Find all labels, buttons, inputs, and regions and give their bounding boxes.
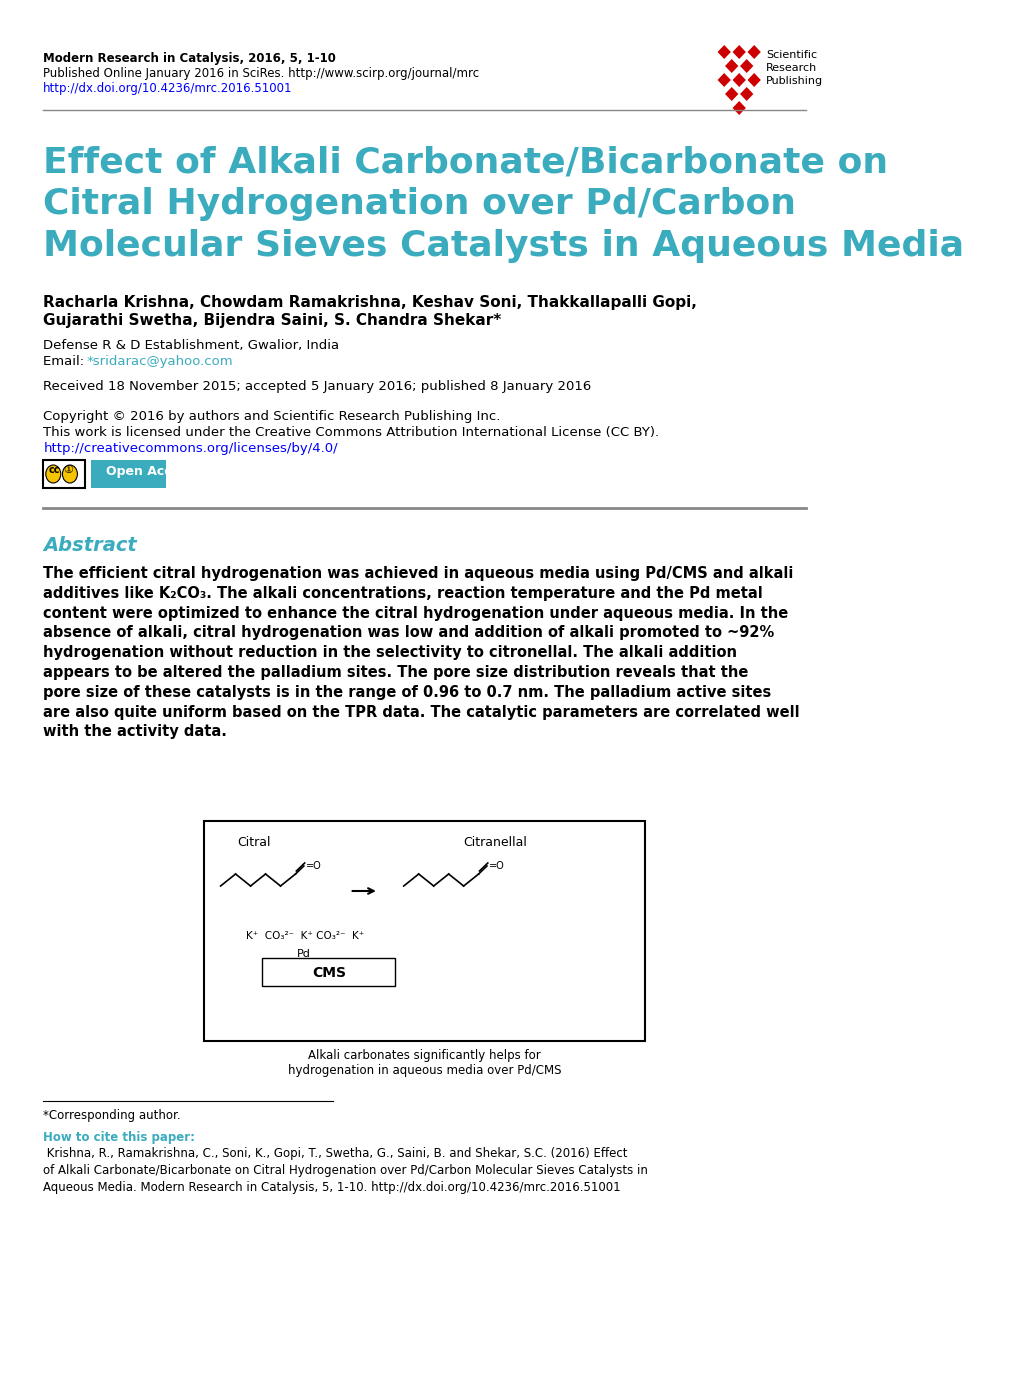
Text: Open Access: Open Access — [106, 465, 195, 477]
Text: Defense R & D Establishment, Gwalior, India: Defense R & D Establishment, Gwalior, In… — [43, 339, 339, 352]
Text: Molecular Sieves Catalysts in Aqueous Media: Molecular Sieves Catalysts in Aqueous Me… — [43, 228, 964, 263]
Text: =O: =O — [489, 861, 504, 871]
Polygon shape — [747, 46, 760, 60]
Text: Krishna, R., Ramakrishna, C., Soni, K., Gopi, T., Swetha, G., Saini, B. and Shek: Krishna, R., Ramakrishna, C., Soni, K., … — [43, 1147, 647, 1194]
Polygon shape — [725, 87, 738, 101]
Polygon shape — [740, 87, 753, 101]
Polygon shape — [716, 73, 731, 87]
Text: K⁺  CO₃²⁻  K⁺ CO₃²⁻  K⁺: K⁺ CO₃²⁻ K⁺ CO₃²⁻ K⁺ — [246, 931, 364, 941]
Text: Scientific: Scientific — [765, 50, 816, 60]
Polygon shape — [732, 73, 745, 87]
Text: http://dx.doi.org/10.4236/mrc.2016.51001: http://dx.doi.org/10.4236/mrc.2016.51001 — [43, 82, 292, 95]
Polygon shape — [716, 46, 731, 60]
Polygon shape — [725, 60, 738, 73]
Text: *Corresponding author.: *Corresponding author. — [43, 1109, 180, 1122]
Text: Citranellal: Citranellal — [463, 836, 527, 848]
Text: The efficient citral hydrogenation was achieved in aqueous media using Pd/CMS an: The efficient citral hydrogenation was a… — [43, 566, 799, 739]
Text: CMS: CMS — [312, 966, 345, 980]
Text: Citral: Citral — [236, 836, 270, 848]
Text: Research: Research — [765, 64, 816, 73]
Text: Publishing: Publishing — [765, 76, 822, 86]
Text: How to cite this paper:: How to cite this paper: — [43, 1131, 195, 1145]
FancyBboxPatch shape — [262, 958, 395, 985]
Polygon shape — [740, 60, 753, 73]
Text: Published Online January 2016 in SciRes. http://www.scirp.org/journal/mrc: Published Online January 2016 in SciRes.… — [43, 66, 479, 80]
Polygon shape — [732, 46, 745, 60]
Text: Racharla Krishna, Chowdam Ramakrishna, Keshav Soni, Thakkallapalli Gopi,: Racharla Krishna, Chowdam Ramakrishna, K… — [43, 295, 696, 310]
Text: Pd: Pd — [297, 949, 311, 959]
Text: Effect of Alkali Carbonate/Bicarbonate on: Effect of Alkali Carbonate/Bicarbonate o… — [43, 145, 888, 179]
Text: Abstract: Abstract — [43, 536, 137, 555]
Text: Modern Research in Catalysis, 2016, 5, 1-10: Modern Research in Catalysis, 2016, 5, 1… — [43, 53, 336, 65]
Text: ①: ① — [63, 465, 73, 475]
Text: http://creativecommons.org/licenses/by/4.0/: http://creativecommons.org/licenses/by/4… — [43, 441, 337, 455]
Text: Alkali carbonates significantly helps for
hydrogenation in aqueous media over Pd: Alkali carbonates significantly helps fo… — [287, 1049, 560, 1077]
Text: Citral Hydrogenation over Pd/Carbon: Citral Hydrogenation over Pd/Carbon — [43, 187, 796, 221]
Text: =O: =O — [306, 861, 322, 871]
FancyBboxPatch shape — [43, 459, 85, 489]
Text: cc: cc — [49, 465, 60, 475]
FancyBboxPatch shape — [204, 821, 644, 1041]
Circle shape — [62, 465, 77, 483]
Text: Copyright © 2016 by authors and Scientific Research Publishing Inc.: Copyright © 2016 by authors and Scientif… — [43, 410, 500, 424]
Text: Gujarathi Swetha, Bijendra Saini, S. Chandra Shekar*: Gujarathi Swetha, Bijendra Saini, S. Cha… — [43, 313, 501, 328]
FancyBboxPatch shape — [91, 459, 165, 489]
Circle shape — [46, 465, 61, 483]
Text: Received 18 November 2015; accepted 5 January 2016; published 8 January 2016: Received 18 November 2015; accepted 5 Ja… — [43, 381, 591, 393]
Text: This work is licensed under the Creative Commons Attribution International Licen: This work is licensed under the Creative… — [43, 426, 658, 439]
Polygon shape — [747, 73, 760, 87]
Text: *sridarac@yahoo.com: *sridarac@yahoo.com — [87, 356, 233, 368]
Polygon shape — [732, 101, 745, 115]
Text: Email:: Email: — [43, 356, 89, 368]
